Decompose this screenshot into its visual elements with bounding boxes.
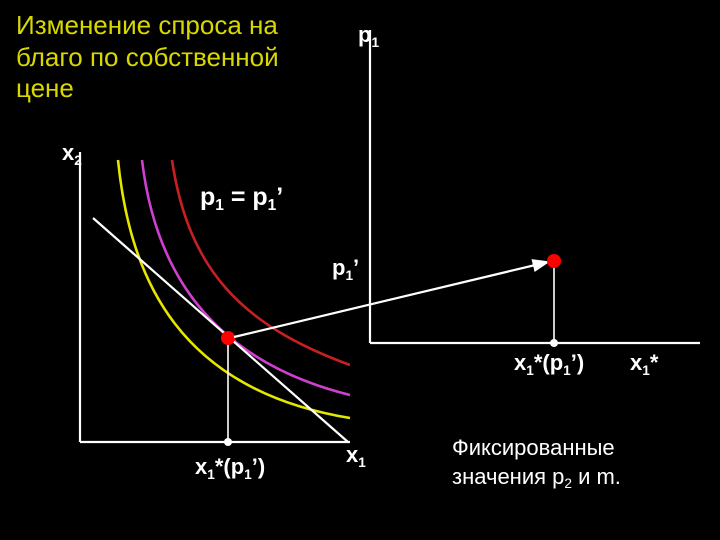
cond-prime: ’	[276, 183, 283, 211]
p1p-p: p	[332, 255, 345, 280]
fn-suf: и m.	[572, 464, 621, 489]
right-x-axis-label: x1*	[630, 350, 658, 376]
right-y-axis-label: p1	[358, 22, 379, 48]
rxs-mid: *(p	[534, 350, 563, 375]
connector-line	[234, 262, 548, 337]
lxs-s2: 1	[244, 467, 252, 482]
x1-sub: 1	[358, 455, 366, 470]
right-baseline-point	[550, 339, 558, 347]
diagram-title: Изменение спроса на благо по собственной…	[16, 10, 336, 105]
x2-sub: 2	[74, 153, 82, 168]
x1star-left-label: x1*(p1’)	[195, 454, 265, 480]
x1s-sub: 1	[642, 363, 650, 378]
p1-prime-label: p1’	[332, 255, 359, 281]
rxs-s1: 1	[526, 363, 534, 378]
lxs-end: ’)	[252, 454, 265, 479]
x1s-x: x	[630, 350, 642, 375]
p1p-tail: ’	[353, 255, 359, 280]
rxs-x: x	[514, 350, 526, 375]
p1p-sub: 1	[345, 268, 353, 283]
x1star-right-label: x1*(p1’)	[514, 350, 584, 376]
cond-p: p	[200, 183, 215, 211]
lxs-x: x	[195, 454, 207, 479]
left-y-axis-label: x2	[62, 140, 82, 166]
lxs-mid: *(p	[215, 454, 244, 479]
p1-sub: 1	[371, 35, 379, 50]
x1-x: x	[346, 442, 358, 467]
left-x-axis-label: x1	[346, 442, 366, 468]
condition-label: p1 = p1’	[200, 183, 283, 212]
cond-mid: = p	[224, 183, 268, 211]
rxs-s2: 1	[563, 363, 571, 378]
right-axes	[370, 30, 700, 343]
right-demand-point	[547, 254, 561, 268]
left-tangent-point	[221, 331, 235, 345]
rxs-end: ’)	[571, 350, 584, 375]
lxs-s1: 1	[207, 467, 215, 482]
diagram-stage: Изменение спроса на благо по собственной…	[0, 0, 720, 540]
x1s-sup: *	[650, 350, 659, 375]
footnote: Фиксированные значения p2 и m.	[452, 434, 702, 491]
budget-line	[93, 218, 348, 442]
x2-x: x	[62, 140, 74, 165]
p1-p: p	[358, 22, 371, 47]
left-baseline-point	[224, 438, 232, 446]
